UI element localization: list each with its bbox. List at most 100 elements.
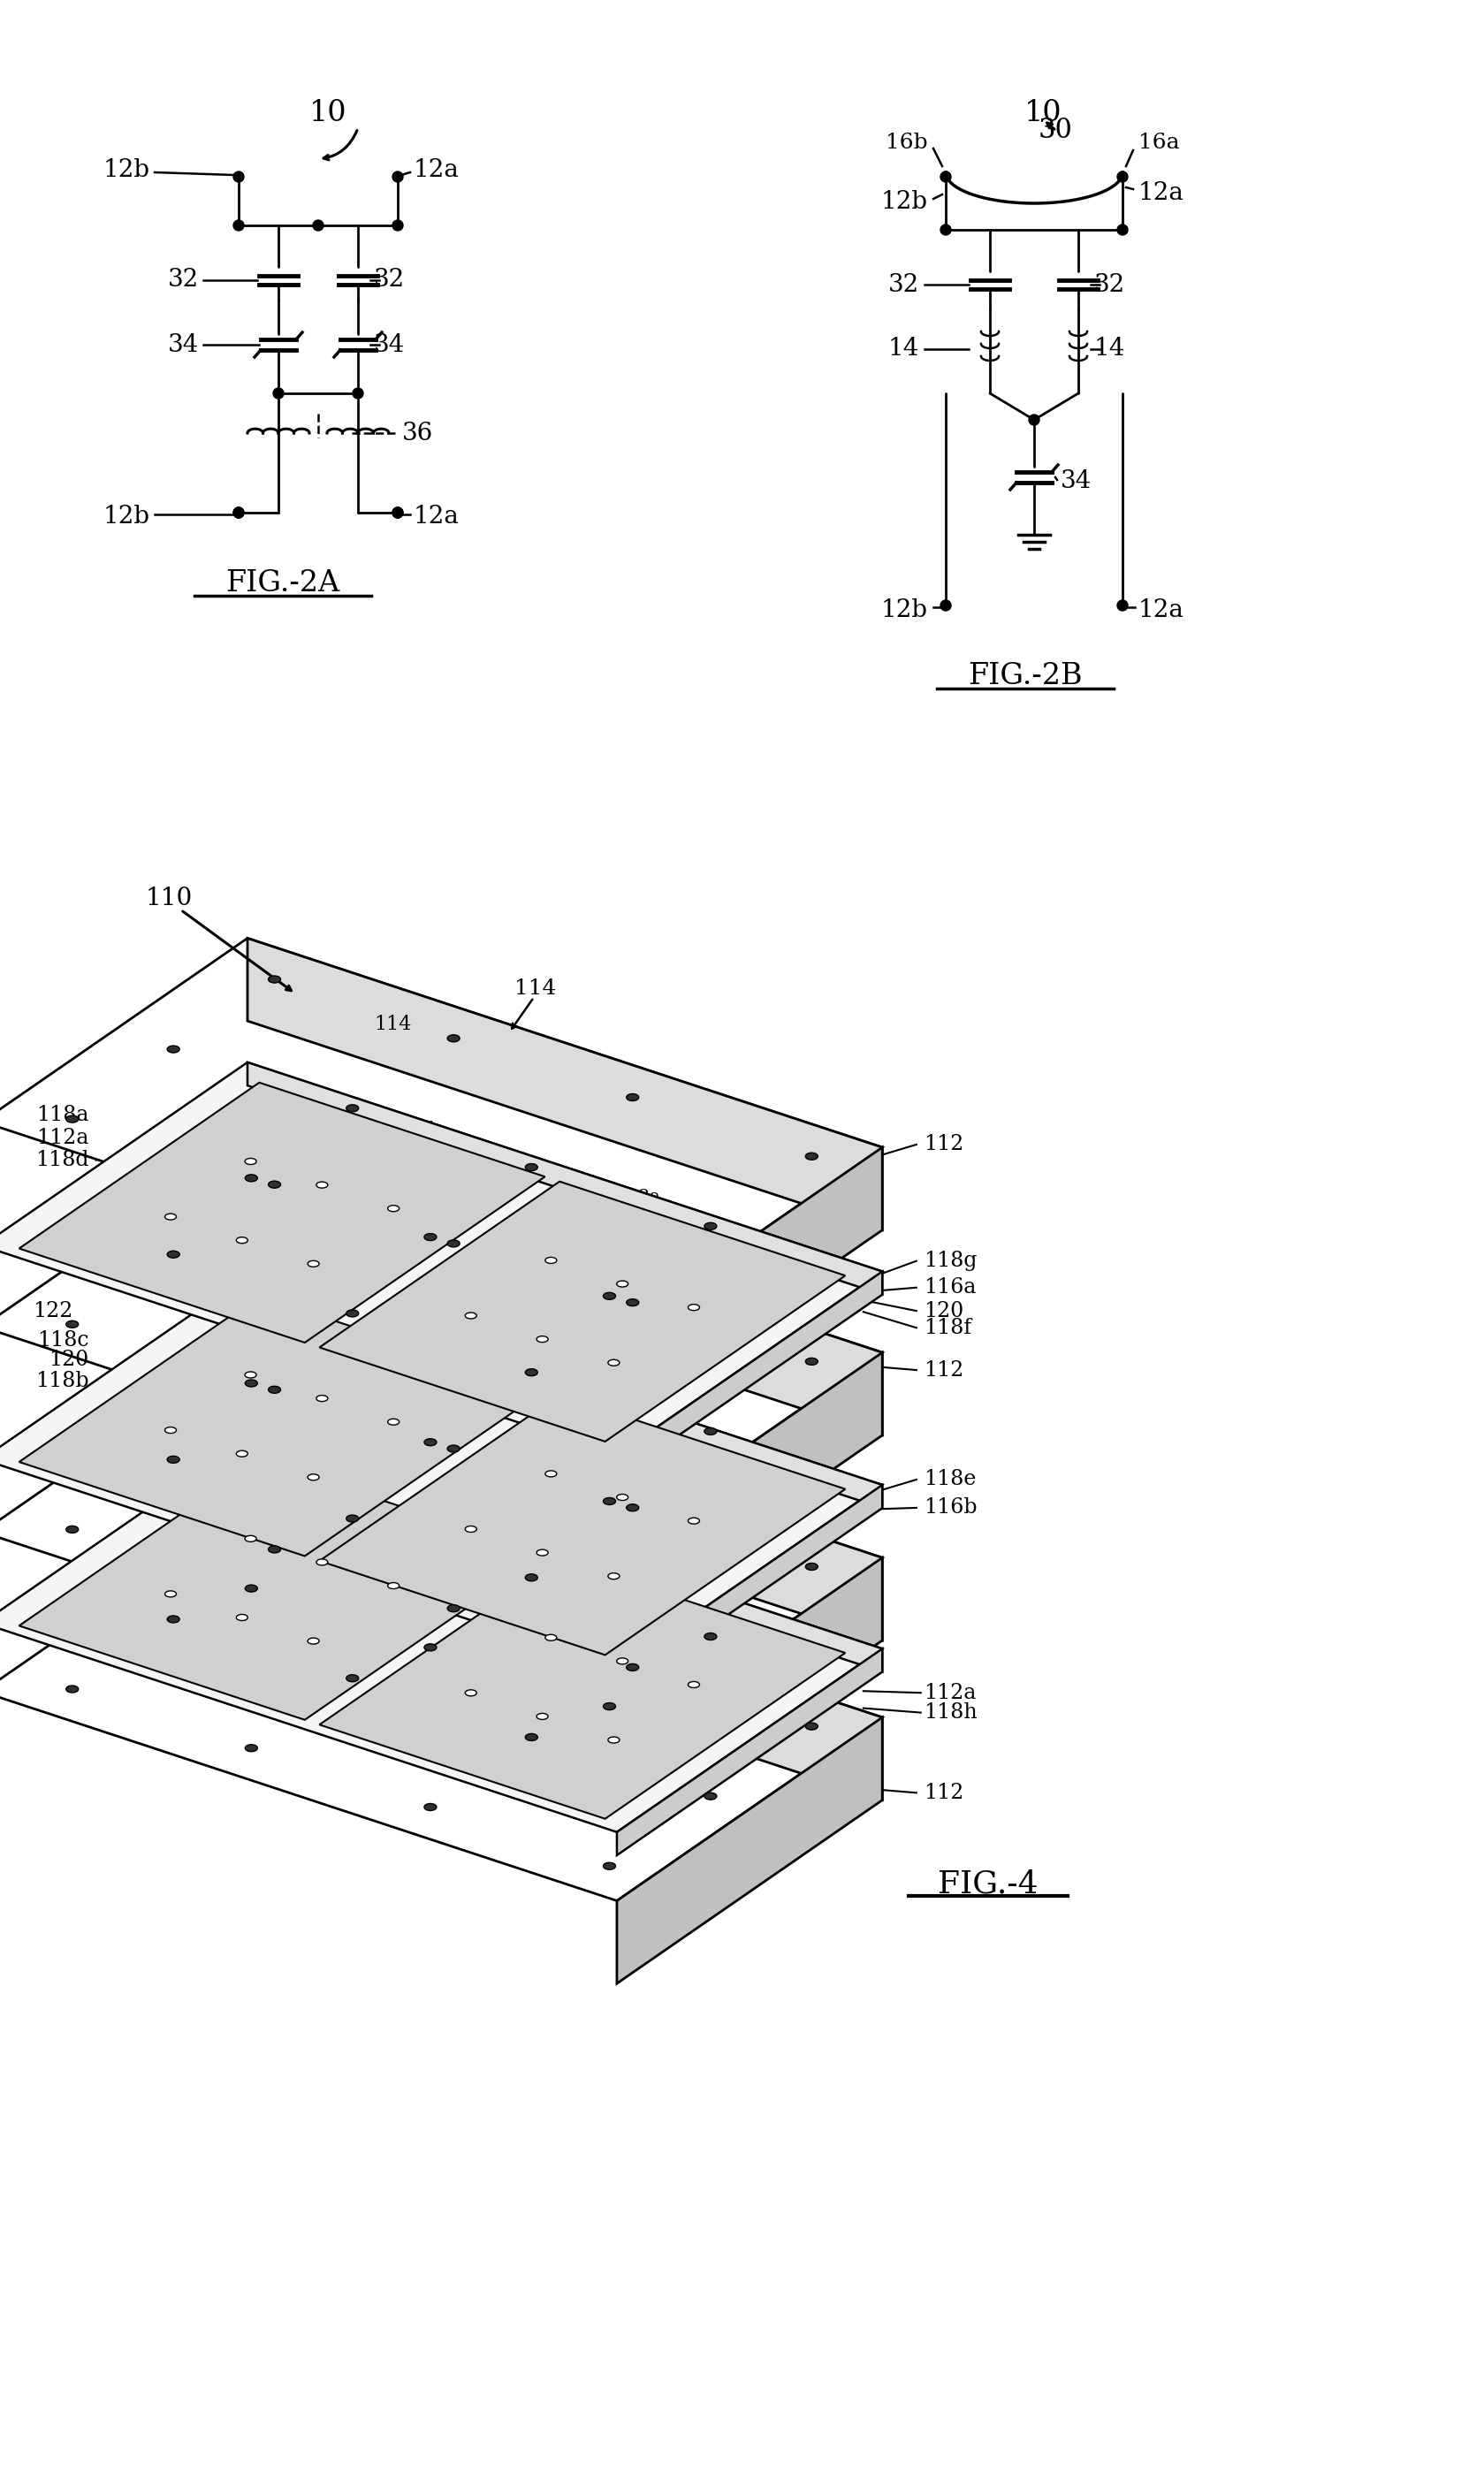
Polygon shape [0,1440,883,1832]
Polygon shape [319,1181,846,1443]
Ellipse shape [617,1280,628,1287]
Text: 112: 112 [923,1783,963,1803]
Text: 12a: 12a [414,506,460,530]
Polygon shape [248,1275,883,1509]
Ellipse shape [705,1428,717,1435]
Text: 112: 112 [923,1134,963,1154]
Text: 116a: 116a [923,1277,976,1297]
Ellipse shape [806,1563,818,1571]
Polygon shape [248,1144,883,1435]
Ellipse shape [603,1292,616,1300]
Polygon shape [19,1297,545,1556]
Text: 36: 36 [402,422,433,444]
Ellipse shape [424,1438,436,1445]
Text: 12a: 12a [1138,180,1184,205]
Ellipse shape [705,1793,717,1800]
Ellipse shape [608,1573,619,1578]
Circle shape [1117,599,1128,612]
Ellipse shape [316,1396,328,1401]
Ellipse shape [165,1428,177,1433]
Text: 12a: 12a [414,158,460,182]
Text: 114: 114 [515,979,556,999]
Polygon shape [0,937,883,1332]
Ellipse shape [464,1689,476,1697]
Text: 118f: 118f [923,1317,972,1339]
Text: 10: 10 [1024,99,1061,128]
Text: 14: 14 [887,338,919,360]
Ellipse shape [626,1665,638,1672]
Ellipse shape [424,1645,436,1650]
Polygon shape [248,1349,883,1640]
Ellipse shape [245,1174,258,1181]
Ellipse shape [269,1386,280,1393]
Ellipse shape [307,1637,319,1645]
Circle shape [392,508,404,518]
Text: 12b: 12b [881,190,928,215]
Ellipse shape [316,1181,328,1189]
Ellipse shape [245,1378,258,1386]
Ellipse shape [464,1526,476,1531]
Ellipse shape [67,1526,79,1534]
Text: 114: 114 [374,1221,411,1240]
Ellipse shape [387,1418,399,1425]
Ellipse shape [525,1369,537,1376]
Ellipse shape [316,1559,328,1566]
Ellipse shape [245,1159,257,1164]
Ellipse shape [608,1359,619,1366]
Ellipse shape [236,1238,248,1243]
Ellipse shape [245,1743,258,1751]
Text: 114: 114 [401,1497,436,1514]
Ellipse shape [689,1305,699,1309]
Ellipse shape [545,1258,556,1263]
Ellipse shape [617,1494,628,1499]
Polygon shape [617,1559,883,1825]
Text: 12b: 12b [104,506,150,530]
Ellipse shape [525,1734,537,1741]
Circle shape [1117,224,1128,234]
Polygon shape [617,1147,883,1413]
Ellipse shape [545,1635,556,1640]
Circle shape [273,387,283,399]
Text: 110: 110 [145,885,193,910]
Ellipse shape [269,1181,280,1189]
Text: 16b: 16b [886,133,928,153]
Ellipse shape [67,1322,79,1327]
Ellipse shape [689,1517,699,1524]
Ellipse shape [307,1260,319,1268]
Ellipse shape [537,1714,548,1719]
Circle shape [233,173,243,182]
Ellipse shape [603,1497,616,1504]
Circle shape [353,387,364,399]
Ellipse shape [537,1337,548,1342]
Ellipse shape [603,1704,616,1709]
Ellipse shape [165,1591,177,1598]
Polygon shape [248,1440,883,1672]
Text: 120: 120 [49,1349,89,1371]
Ellipse shape [245,1536,257,1541]
Ellipse shape [705,1632,717,1640]
Ellipse shape [346,1309,359,1317]
Ellipse shape [424,1233,436,1240]
Text: 112a: 112a [617,1403,660,1418]
Polygon shape [617,1716,883,1983]
Text: 122: 122 [33,1300,73,1322]
Ellipse shape [346,1674,359,1682]
Text: 118c: 118c [37,1332,89,1351]
Ellipse shape [168,1046,180,1053]
Ellipse shape [307,1475,319,1480]
Polygon shape [0,1509,883,1901]
Ellipse shape [168,1250,180,1258]
Ellipse shape [387,1583,399,1588]
Text: 116b: 116b [923,1497,976,1519]
Polygon shape [0,1144,883,1536]
Ellipse shape [346,1105,359,1112]
Ellipse shape [447,1445,460,1452]
Text: 112a: 112a [617,1566,660,1583]
Ellipse shape [525,1164,537,1171]
Ellipse shape [525,1573,537,1581]
Ellipse shape [269,1546,280,1554]
Text: 118d: 118d [36,1149,89,1171]
Polygon shape [617,1650,883,1854]
Text: FIG.-2B: FIG.-2B [968,661,1082,690]
Text: 34: 34 [374,333,405,358]
